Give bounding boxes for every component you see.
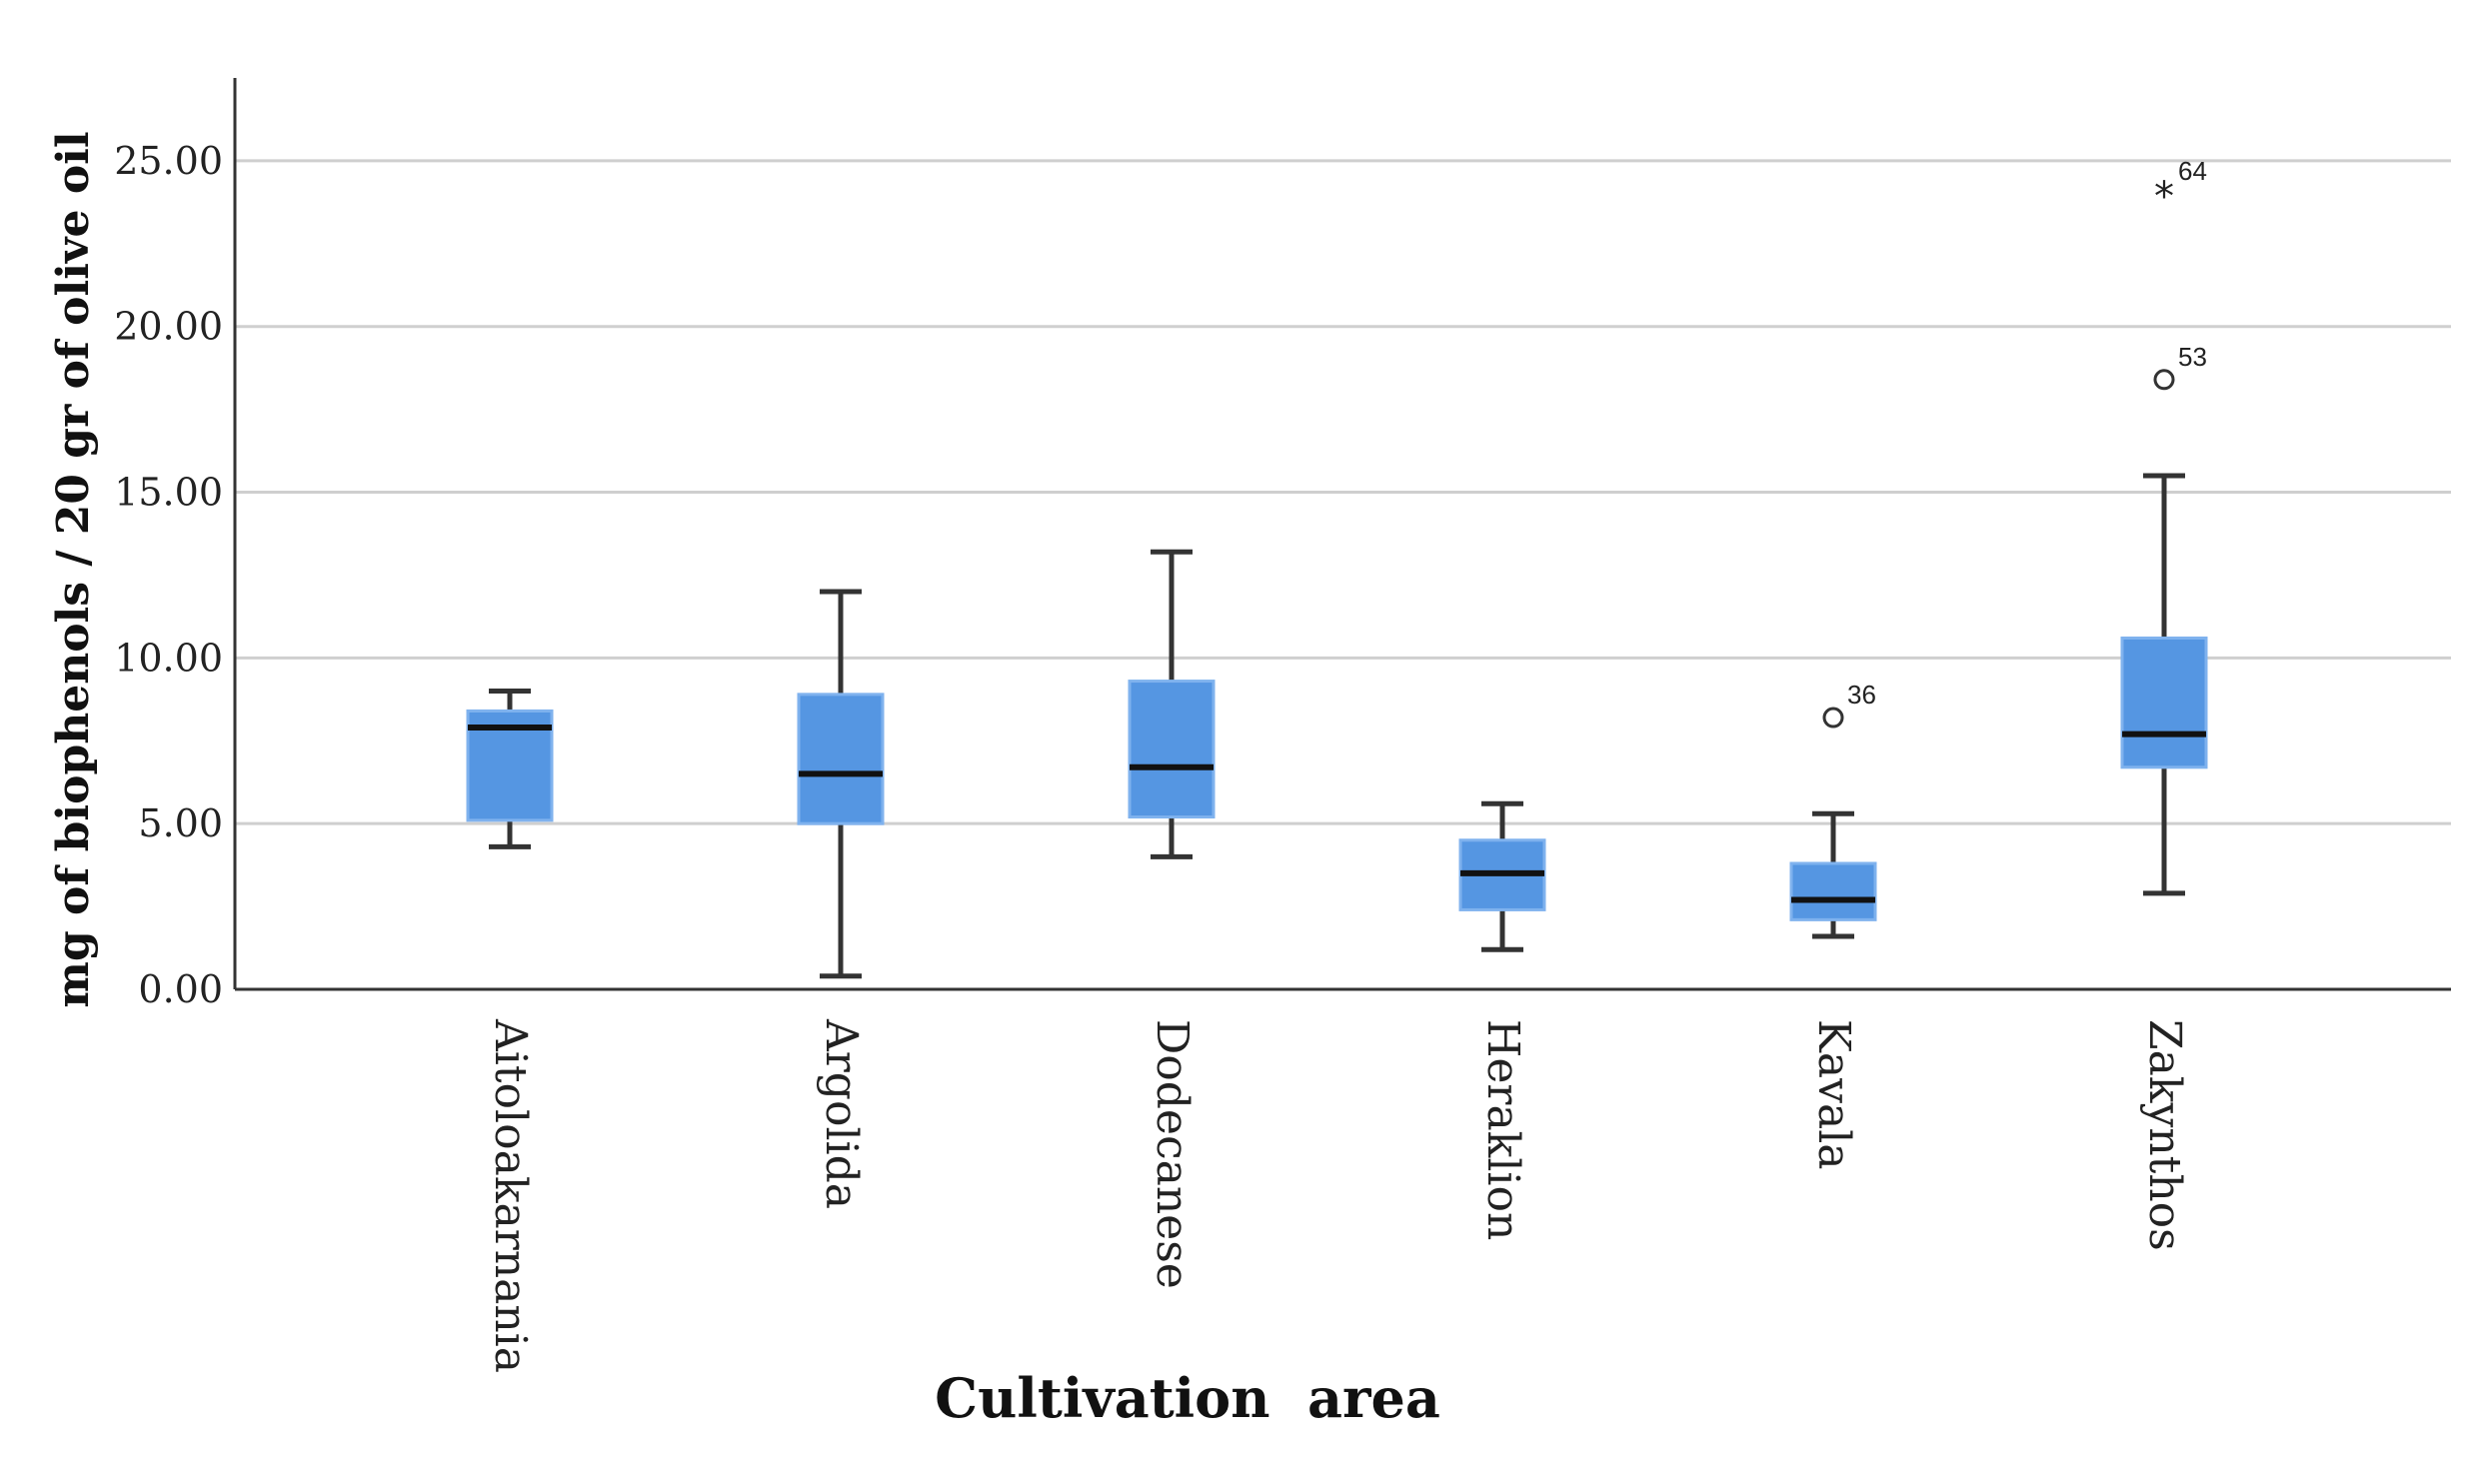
y-tick-label: 20.00 [114, 305, 223, 349]
axes [233, 78, 2451, 991]
x-category-label: Aitoloakarnania [485, 1018, 536, 1373]
x-category-label: Heraklion [1477, 1019, 1528, 1240]
y-tick-label: 0.00 [138, 967, 223, 1011]
axis-labels: 0.00 5.00 10.00 15.00 20.00 25.00 Aitoloakarna… [114, 139, 2190, 1373]
outlier-circle [1822, 707, 1844, 729]
box-aitoloakarnania [466, 689, 554, 849]
x-category-label: Dodecanese [1147, 1019, 1198, 1289]
y-tick-label: 15.00 [114, 471, 223, 515]
y-tick-label: 10.00 [114, 636, 223, 680]
outlier-label: 64 [2178, 156, 2207, 186]
x-category-label: Zakynthos [2139, 1019, 2190, 1251]
outlier-label: 53 [2178, 342, 2207, 372]
grid-lines [235, 159, 2451, 825]
y-tick-label: 25.00 [114, 139, 223, 183]
box-dodecanese [1128, 549, 1216, 859]
box-series: 36 53 *64 [466, 156, 2208, 979]
outlier-label: 36 [1847, 680, 1876, 710]
box-kavala: 36 [1789, 680, 1877, 939]
iqr-box [1789, 861, 1877, 921]
x-axis-title: Cultivation area [935, 1366, 1440, 1430]
box-argolida [797, 589, 885, 979]
x-category-label: Kavala [1808, 1019, 1859, 1170]
iqr-box [797, 693, 885, 825]
outlier-star: * [2154, 174, 2174, 220]
y-axis-title: mg of biophenols / 20 gr of olive oil [48, 131, 99, 1007]
iqr-box [1128, 680, 1216, 819]
box-heraklion [1458, 800, 1546, 952]
box-zakynthos: 53 *64 [2120, 156, 2208, 896]
iqr-box [2120, 636, 2208, 769]
x-category-label: Argolida [816, 1018, 867, 1209]
y-tick-label: 5.00 [138, 801, 223, 845]
outlier-circle [2153, 369, 2175, 391]
